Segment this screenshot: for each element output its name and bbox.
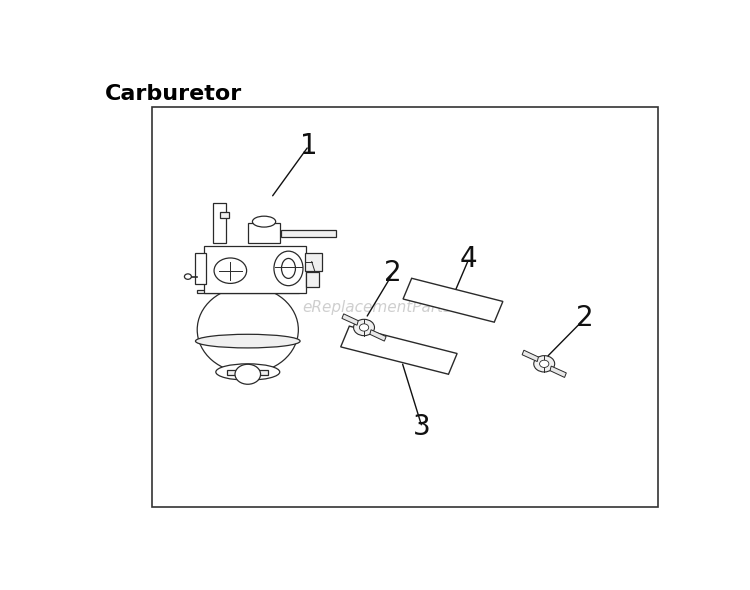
Polygon shape	[342, 314, 358, 325]
Text: eReplacementParts.com: eReplacementParts.com	[303, 300, 489, 314]
Ellipse shape	[253, 216, 276, 227]
Ellipse shape	[353, 319, 374, 336]
Text: 1: 1	[300, 132, 318, 160]
Polygon shape	[522, 350, 538, 362]
Ellipse shape	[274, 251, 303, 286]
Ellipse shape	[216, 364, 280, 380]
Ellipse shape	[281, 258, 296, 278]
Bar	[306, 272, 319, 287]
Text: 4: 4	[460, 245, 478, 273]
Ellipse shape	[197, 287, 298, 373]
Polygon shape	[340, 326, 457, 374]
Bar	[197, 290, 299, 293]
Ellipse shape	[235, 364, 260, 384]
Bar	[196, 253, 206, 284]
Bar	[281, 230, 336, 237]
Ellipse shape	[539, 360, 549, 368]
Ellipse shape	[534, 356, 555, 372]
Ellipse shape	[184, 274, 191, 279]
Polygon shape	[403, 278, 503, 322]
Text: 2: 2	[384, 259, 402, 287]
FancyArrowPatch shape	[526, 354, 535, 359]
FancyArrowPatch shape	[346, 317, 355, 323]
Ellipse shape	[196, 335, 300, 348]
Polygon shape	[550, 366, 566, 378]
Bar	[204, 245, 306, 293]
Text: 3: 3	[413, 414, 431, 441]
Ellipse shape	[214, 258, 247, 283]
Bar	[227, 370, 268, 375]
Text: Carburetor: Carburetor	[105, 84, 243, 104]
Bar	[152, 107, 658, 507]
Bar	[305, 253, 322, 271]
Polygon shape	[370, 330, 386, 341]
Ellipse shape	[359, 324, 369, 331]
Bar	[220, 212, 230, 218]
Text: 2: 2	[576, 304, 594, 332]
Bar	[248, 223, 280, 244]
Bar	[213, 202, 226, 244]
